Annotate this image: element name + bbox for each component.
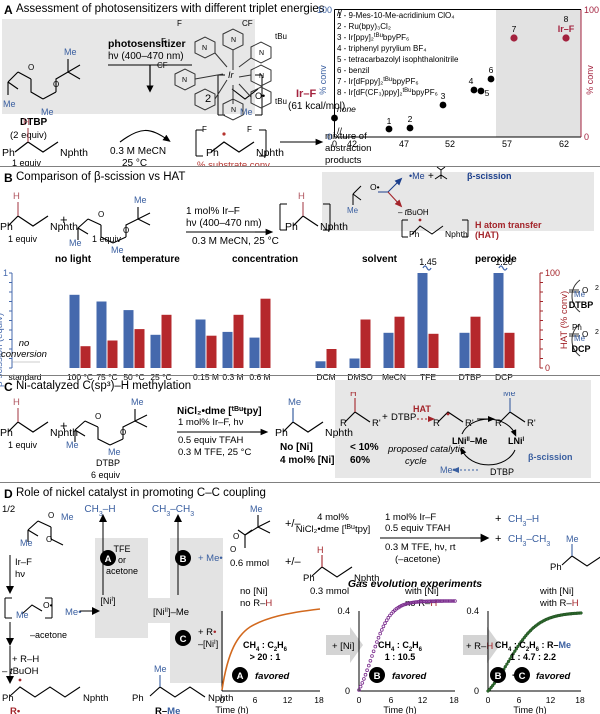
svg-text:0.4: 0.4 [466, 606, 479, 616]
svg-text:18: 18 [575, 695, 585, 705]
svg-text:B: B [495, 671, 502, 682]
svg-text:0: 0 [486, 695, 491, 705]
svg-text:with R–H: with R–H [539, 598, 579, 609]
svg-text:6: 6 [517, 695, 522, 705]
svg-text:Time (h): Time (h) [513, 705, 546, 714]
svg-text:1 : 4.7 : 2.2: 1 : 4.7 : 2.2 [510, 652, 556, 662]
svg-text:with [Ni]: with [Ni] [539, 586, 574, 597]
svg-text:C: C [519, 671, 526, 682]
svg-text:favored: favored [536, 671, 571, 682]
svg-text:0: 0 [474, 686, 479, 696]
svg-text:12: 12 [546, 695, 556, 705]
